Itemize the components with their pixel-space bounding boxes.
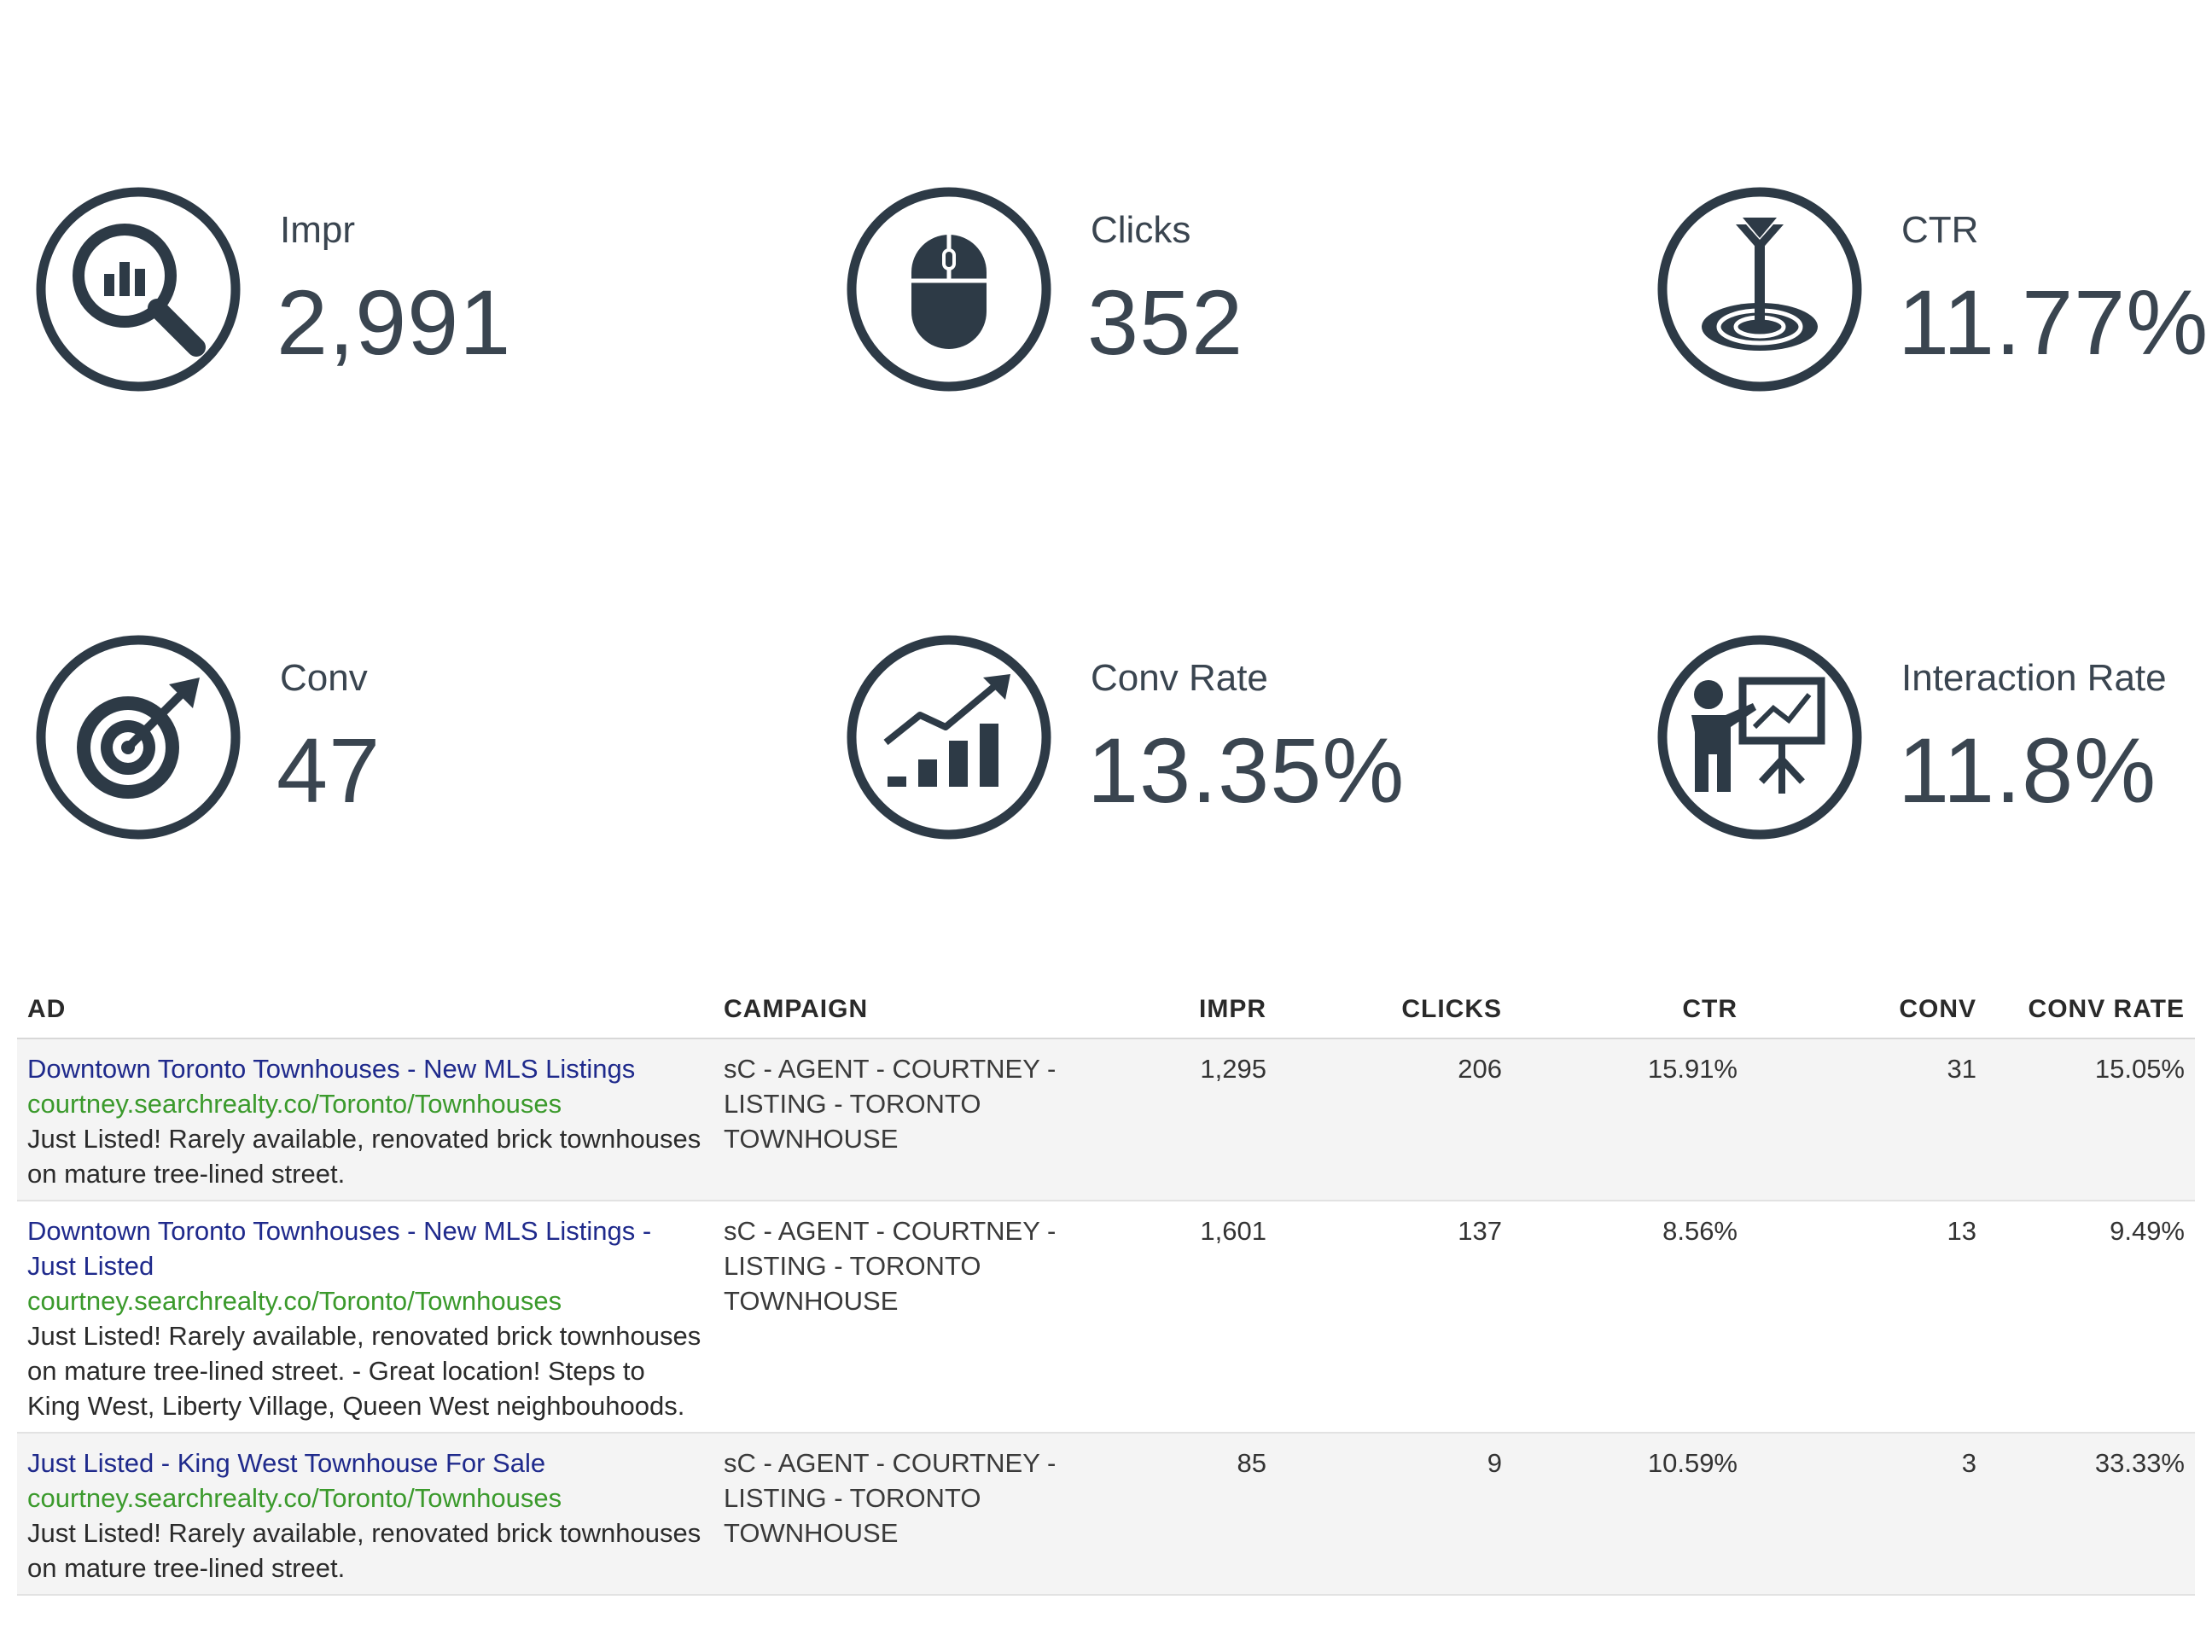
ad-title-link[interactable]: Downtown Toronto Townhouses - New MLS Li… <box>27 1054 636 1084</box>
column-header-ctr[interactable]: CTR <box>1512 981 1748 1039</box>
ctr-cell: 10.59% <box>1512 1433 1748 1596</box>
kpi-label: CTR <box>1901 209 1979 251</box>
column-header-clicks[interactable]: CLICKS <box>1277 981 1512 1039</box>
table-row: Just Listed - King West Townhouse For Sa… <box>17 1433 2195 1596</box>
column-header-campaign[interactable]: CAMPAIGN <box>713 981 1089 1039</box>
conv-rate-cell: 15.05% <box>1987 1038 2195 1201</box>
ad-description: Just Listed! Rarely available, renovated… <box>27 1321 701 1421</box>
campaign-cell: sC - AGENT - COURTNEY - LISTING - TORONT… <box>713 1433 1089 1596</box>
kpi-impressions: Impr 2,991 <box>32 183 800 405</box>
table-header-row: AD CAMPAIGN IMPR CLICKS CTR CONV CONV RA… <box>17 981 2195 1039</box>
campaign-cell: sC - AGENT - COURTNEY - LISTING - TORONT… <box>713 1038 1089 1201</box>
impr-cell: 85 <box>1089 1433 1277 1596</box>
ad-cell: Downtown Toronto Townhouses - New MLS Li… <box>17 1201 713 1434</box>
kpi-clicks: Clicks 352 <box>843 183 1611 405</box>
conv-rate-cell: 33.33% <box>1987 1433 2195 1596</box>
conv-cell: 13 <box>1748 1201 1987 1434</box>
arrow-target-icon <box>1654 183 1866 395</box>
mouse-icon <box>843 183 1055 395</box>
ad-description: Just Listed! Rarely available, renovated… <box>27 1518 701 1583</box>
conv-cell: 3 <box>1748 1433 1987 1596</box>
kpi-value: 13.35% <box>1087 718 1406 822</box>
kpi-label: Conv Rate <box>1091 657 1268 699</box>
ad-display-url: courtney.searchrealty.co/Toronto/Townhou… <box>27 1286 562 1316</box>
ad-display-url: courtney.searchrealty.co/Toronto/Townhou… <box>27 1089 562 1119</box>
kpi-value: 2,991 <box>276 270 512 374</box>
impr-cell: 1,295 <box>1089 1038 1277 1201</box>
conv-rate-cell: 9.49% <box>1987 1201 2195 1434</box>
kpi-value: 47 <box>276 718 381 822</box>
column-header-impr[interactable]: IMPR <box>1089 981 1277 1039</box>
clicks-cell: 206 <box>1277 1038 1512 1201</box>
column-header-conv-rate[interactable]: CONV RATE <box>1987 981 2195 1039</box>
clicks-cell: 9 <box>1277 1433 1512 1596</box>
ad-cell: Downtown Toronto Townhouses - New MLS Li… <box>17 1038 713 1201</box>
presentation-icon <box>1654 631 1866 843</box>
ad-title-link[interactable]: Downtown Toronto Townhouses - New MLS Li… <box>27 1216 652 1281</box>
table-row: Downtown Toronto Townhouses - New MLS Li… <box>17 1201 2195 1434</box>
kpi-label: Conv <box>280 657 368 699</box>
column-header-conv[interactable]: CONV <box>1748 981 1987 1039</box>
impr-cell: 1,601 <box>1089 1201 1277 1434</box>
kpi-conversions: Conv 47 <box>32 631 800 853</box>
column-header-ad[interactable]: AD <box>17 981 713 1039</box>
ctr-cell: 8.56% <box>1512 1201 1748 1434</box>
kpi-label: Interaction Rate <box>1901 657 2167 699</box>
growth-chart-icon <box>843 631 1055 843</box>
kpi-interaction-rate: Interaction Rate 11.8% <box>1654 631 2212 853</box>
ad-display-url: courtney.searchrealty.co/Toronto/Townhou… <box>27 1483 562 1513</box>
kpi-ctr: CTR 11.77% <box>1654 183 2212 405</box>
table-row: Downtown Toronto Townhouses - New MLS Li… <box>17 1038 2195 1201</box>
clicks-cell: 137 <box>1277 1201 1512 1434</box>
kpi-value: 11.8% <box>1898 718 2157 822</box>
kpi-label: Clicks <box>1091 209 1191 251</box>
ad-cell: Just Listed - King West Townhouse For Sa… <box>17 1433 713 1596</box>
search-chart-icon <box>32 183 244 395</box>
bullseye-icon <box>32 631 244 843</box>
ads-table: AD CAMPAIGN IMPR CLICKS CTR CONV CONV RA… <box>17 981 2195 1596</box>
campaign-cell: sC - AGENT - COURTNEY - LISTING - TORONT… <box>713 1201 1089 1434</box>
ctr-cell: 15.91% <box>1512 1038 1748 1201</box>
kpi-label: Impr <box>280 209 355 251</box>
ad-title-link[interactable]: Just Listed - King West Townhouse For Sa… <box>27 1448 546 1478</box>
kpi-conv-rate: Conv Rate 13.35% <box>843 631 1611 853</box>
conv-cell: 31 <box>1748 1038 1987 1201</box>
kpi-value: 352 <box>1087 270 1244 374</box>
ad-description: Just Listed! Rarely available, renovated… <box>27 1124 701 1189</box>
kpi-value: 11.77% <box>1898 270 2209 374</box>
